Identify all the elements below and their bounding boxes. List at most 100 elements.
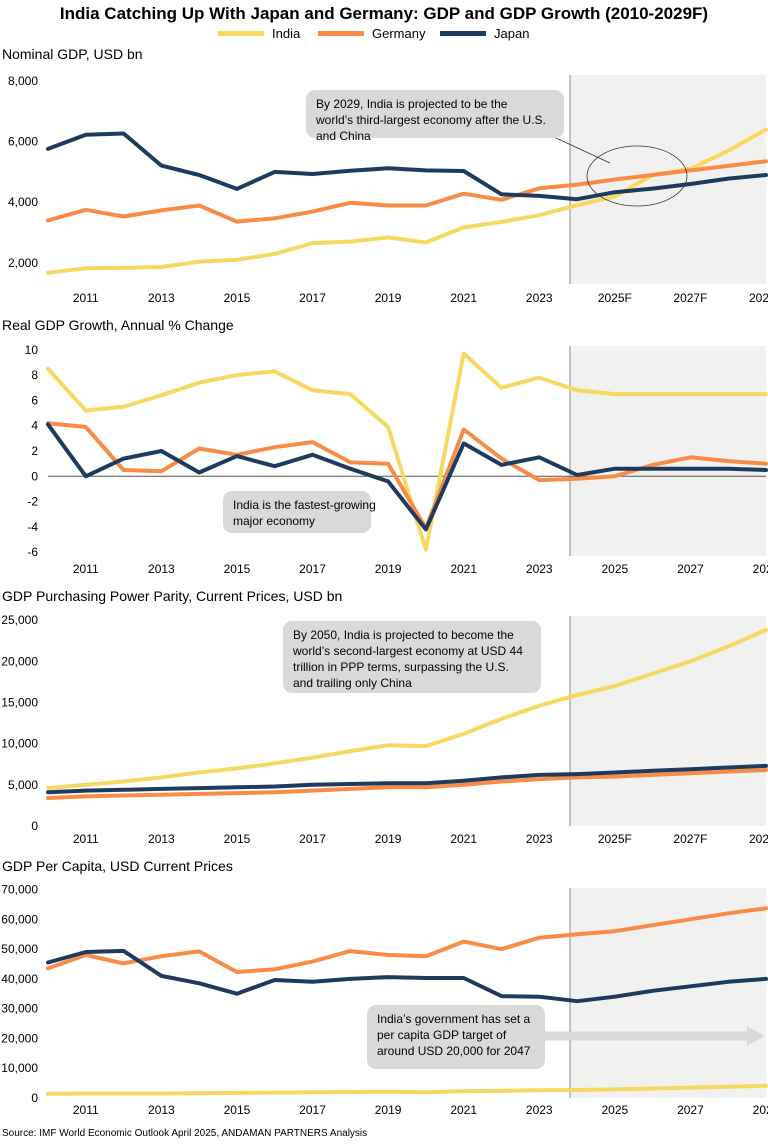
x-tick-label: 2017 — [299, 291, 326, 305]
y-tick-label: 0 — [31, 1091, 38, 1105]
y-tick-label: 4,000 — [8, 195, 38, 209]
y-tick-label: 0 — [31, 469, 38, 483]
y-tick-label: -2 — [27, 495, 38, 509]
x-tick-label: 2029F — [749, 291, 768, 305]
panel-title: Real GDP Growth, Annual % Change — [2, 317, 234, 333]
panel-title: GDP Per Capita, USD Current Prices — [2, 858, 233, 874]
chart-title: India Catching Up With Japan and Germany… — [59, 4, 709, 23]
series-line-germany — [46, 768, 768, 800]
y-tick-label: 4 — [31, 419, 38, 433]
forecast-region — [570, 888, 766, 1098]
legend-label-japan: Japan — [494, 26, 530, 41]
x-tick-label: 2011 — [73, 1103, 99, 1117]
x-tick-label: 2021 — [450, 1103, 477, 1117]
x-tick-label: 2017 — [299, 562, 326, 576]
y-tick-label: 2 — [31, 444, 38, 458]
x-tick-label: 2011 — [73, 291, 99, 305]
legend-swatch-germany — [318, 31, 364, 36]
x-tick-label: 2013 — [148, 832, 175, 846]
y-tick-label: 0 — [31, 819, 38, 833]
x-tick-label: 2021 — [450, 832, 477, 846]
series-line-india — [46, 1083, 768, 1096]
x-tick-label: 2015 — [224, 832, 251, 846]
x-tick-label: 2023 — [526, 291, 553, 305]
chart-panel-4: GDP Per Capita, USD Current Prices 0 10,00… — [1, 858, 768, 1117]
crossover-ellipse — [586, 145, 688, 207]
panel-title: Nominal GDP, USD bn — [2, 46, 143, 62]
forecast-region — [570, 346, 766, 556]
annotation-text: By 2029, India is projected to be the wor… — [315, 97, 546, 143]
y-tick-label: 8,000 — [8, 74, 38, 88]
y-tick-label: 6,000 — [8, 135, 38, 149]
x-tick-label: 2025 — [601, 1103, 628, 1117]
y-tick-label: 70,000 — [1, 882, 38, 896]
series-line-japan — [46, 422, 768, 532]
series-line-japan — [46, 763, 768, 795]
x-tick-label: 2019 — [375, 562, 402, 576]
y-tick-label: 30,000 — [1, 1002, 38, 1016]
x-tick-label: 2019 — [375, 832, 402, 846]
x-tick-label: 2021 — [450, 562, 477, 576]
chart-panel-2: Real GDP Growth, Annual % Change -6 -4 -2 0 2… — [2, 317, 768, 576]
forecast-region — [570, 616, 766, 826]
y-tick-label: -4 — [27, 520, 38, 534]
target-arrow-head — [747, 1026, 765, 1046]
x-tick-label: 2015 — [224, 291, 251, 305]
y-tick-label: 20,000 — [1, 1031, 38, 1045]
x-tick-label: 2013 — [148, 1103, 175, 1117]
x-tick-label: 2027 — [677, 1103, 704, 1117]
y-tick-label: 2,000 — [8, 256, 38, 270]
y-tick-label: 50,000 — [1, 942, 38, 956]
legend-swatch-india — [218, 31, 264, 36]
series-line-germany — [46, 906, 768, 974]
chart-panel-1: Nominal GDP, USD bn 2,000 4,000 6,000 8,000 2… — [2, 46, 768, 305]
x-tick-label: 2023 — [526, 1103, 553, 1117]
y-tick-label: -6 — [27, 545, 38, 559]
series-line-india — [46, 628, 768, 791]
y-tick-label: 10,000 — [1, 737, 38, 751]
x-tick-label: 2025F — [598, 832, 632, 846]
x-tick-label: 2019 — [375, 291, 402, 305]
x-tick-label: 2013 — [148, 562, 175, 576]
y-tick-label: 10,000 — [1, 1061, 38, 1075]
x-tick-label: 2025F — [598, 291, 632, 305]
series-line-india — [46, 127, 768, 275]
x-tick-label: 2029F — [749, 832, 768, 846]
y-tick-label: 5,000 — [8, 778, 38, 792]
y-tick-label: 8 — [31, 368, 38, 382]
legend: India Germany Japan — [0, 26, 768, 46]
x-tick-label: 2027 — [677, 562, 704, 576]
x-tick-label: 2013 — [148, 291, 175, 305]
x-tick-label: 2011 — [73, 832, 99, 846]
y-tick-label: 60,000 — [1, 912, 38, 926]
legend-item-india: India — [218, 26, 300, 41]
panel-title: GDP Purchasing Power Parity, Current Pri… — [2, 588, 342, 604]
x-tick-label: 2011 — [73, 562, 99, 576]
x-tick-label: 2023 — [526, 562, 553, 576]
legend-item-japan: Japan — [440, 26, 529, 41]
x-tick-label: 2023 — [526, 832, 553, 846]
y-tick-label: 6 — [31, 393, 38, 407]
x-tick-label: 2015 — [224, 562, 251, 576]
annotation-box — [283, 621, 541, 693]
x-tick-label: 2017 — [299, 1103, 326, 1117]
annotation-box — [367, 1005, 545, 1069]
x-tick-label: 2019 — [375, 1103, 402, 1117]
x-tick-label: 2027F — [673, 291, 707, 305]
annotation-text: India’s government has set a per capita G… — [377, 1012, 531, 1058]
x-tick-label: 2025 — [601, 562, 628, 576]
annotation-text: By 2050, India is projected to become th… — [292, 628, 523, 690]
x-tick-label: 2015 — [224, 1103, 251, 1117]
y-tick-label: 25,000 — [1, 613, 38, 627]
series-line-india — [46, 351, 768, 552]
series-line-japan — [46, 948, 768, 1004]
series-line-germany — [46, 159, 768, 224]
annotation-text: India is the fastest-growing major econom… — [233, 498, 376, 528]
x-tick-label: 2027F — [673, 832, 707, 846]
x-tick-label: 2017 — [299, 832, 326, 846]
annotation-leader — [555, 137, 611, 164]
y-tick-label: 40,000 — [1, 972, 38, 986]
series-line-japan — [46, 131, 768, 202]
legend-label-india: India — [272, 26, 301, 41]
annotation-box — [223, 491, 371, 533]
